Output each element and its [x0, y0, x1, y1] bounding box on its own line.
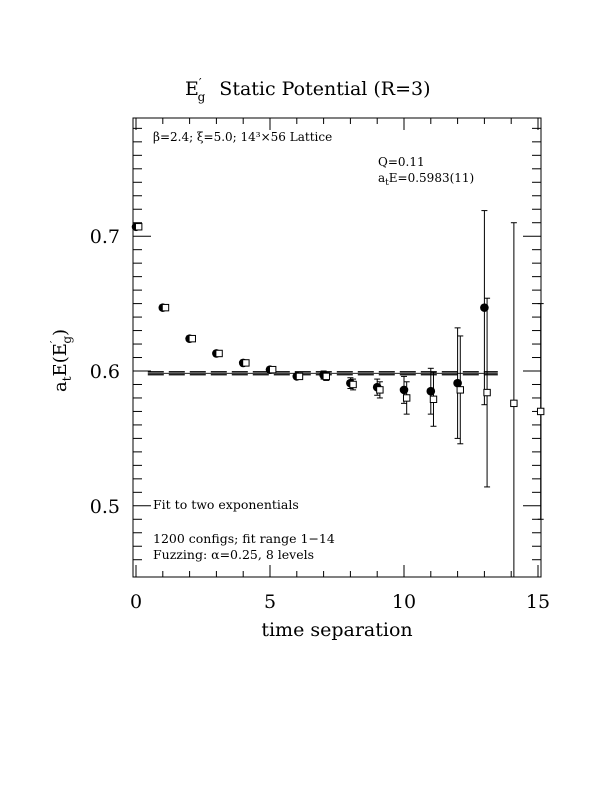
- data-point-square: [402, 394, 411, 402]
- y-axis-label: atE(E′g): [48, 329, 74, 392]
- data-point-circle: [426, 386, 436, 396]
- data-point-square: [376, 386, 384, 394]
- data-point-circle: [399, 385, 409, 395]
- annotation-energy: atE=0.5983(11): [378, 171, 474, 188]
- annotation-fit: Fit to two exponentials: [153, 497, 299, 512]
- data-point-square: [456, 386, 464, 394]
- y-tick-label: 0.5: [90, 496, 120, 518]
- data-point-square: [215, 349, 223, 358]
- title-prime: ′: [199, 76, 202, 90]
- data-point-square: [349, 380, 357, 389]
- annotation-configs: 1200 configs; fit range 1−14: [153, 531, 335, 546]
- annotation-lattice: β=2.4; ξ=5.0; 14³×56 Lattice: [153, 130, 332, 144]
- data-marks: [131, 210, 545, 577]
- data-point-circle: [453, 378, 462, 388]
- title-main: E: [185, 78, 199, 100]
- data-point-square: [161, 303, 170, 312]
- data-point-square: [295, 372, 304, 381]
- chart-title: E′ g Static Potential (R=3): [185, 76, 431, 104]
- x-tick-label: 5: [264, 591, 276, 613]
- x-axis-label: time separation: [261, 619, 412, 641]
- data-point-square: [510, 399, 518, 408]
- data-point-square: [188, 334, 196, 343]
- annotation-fuzzing: Fuzzing: α=0.25, 8 levels: [153, 547, 314, 562]
- data-point-square: [242, 359, 250, 367]
- x-tick-label: 0: [130, 591, 142, 613]
- title-rest: Static Potential (R=3): [219, 78, 430, 100]
- y-tick-label: 0.7: [90, 226, 120, 248]
- y-tick-label: 0.6: [90, 361, 120, 383]
- data-point-square: [536, 407, 545, 416]
- data-point-square: [429, 395, 438, 404]
- data-point-circle: [480, 303, 489, 312]
- data-point-square: [322, 372, 330, 381]
- data-point-square: [134, 223, 143, 231]
- x-tick-label: 10: [392, 591, 416, 613]
- annotation-q: Q=0.11: [378, 155, 425, 169]
- title-sub: g: [198, 90, 206, 104]
- data-point-square: [268, 365, 277, 374]
- x-tick-label: 15: [526, 591, 550, 613]
- data-point-square: [483, 388, 491, 397]
